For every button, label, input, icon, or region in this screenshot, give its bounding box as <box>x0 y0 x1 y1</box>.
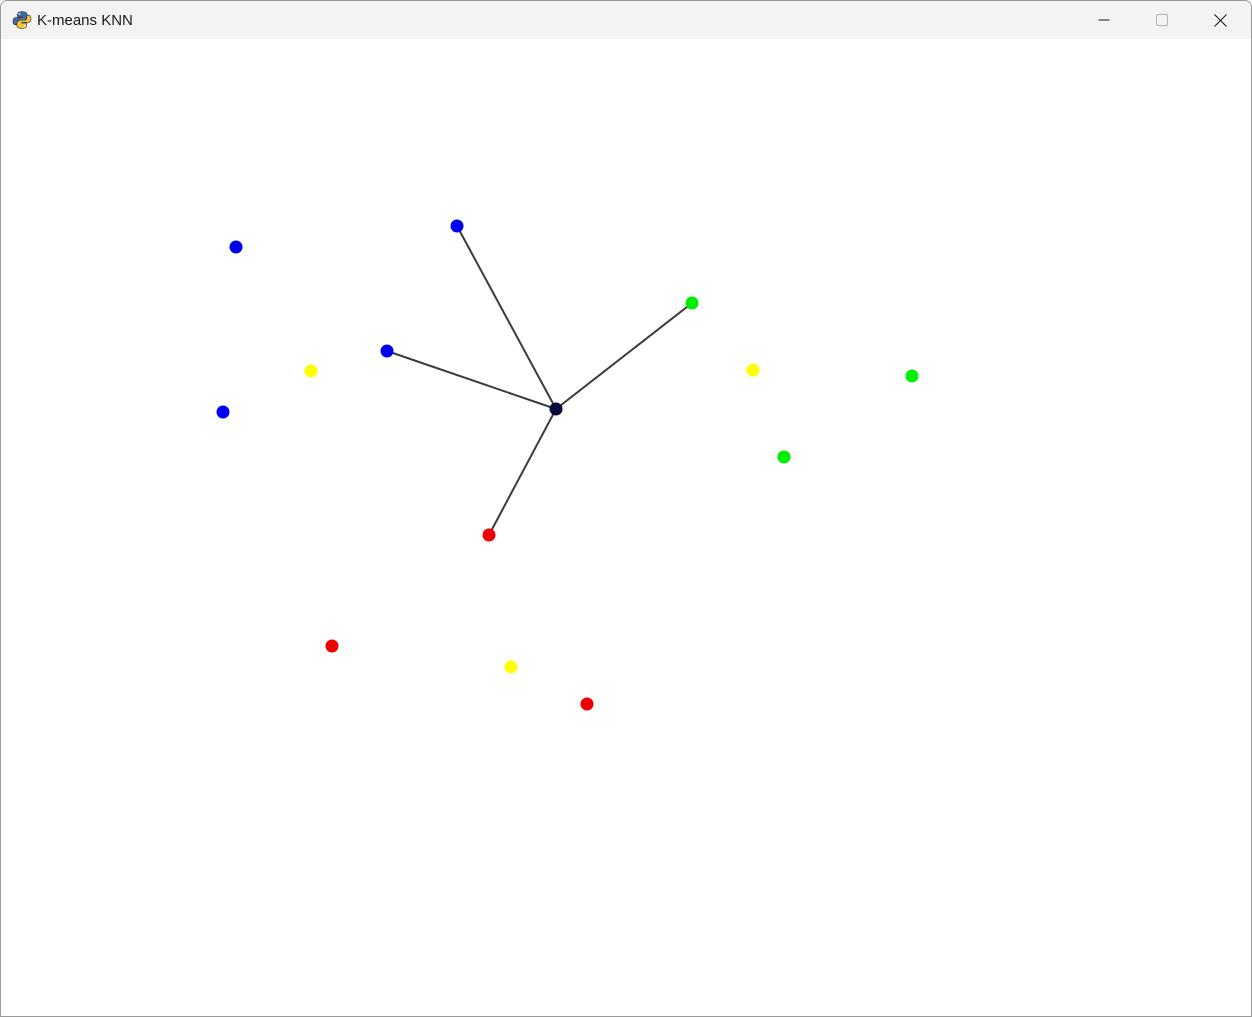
point-yellow-1[interactable] <box>304 364 318 378</box>
neighbor-link-point-blue-3 <box>386 350 557 410</box>
point-blue-3[interactable] <box>380 344 394 358</box>
neighbor-link-point-red-1 <box>488 408 557 536</box>
knn-plot[interactable] <box>1 39 1251 1016</box>
neighbor-link-point-blue-2 <box>456 225 557 410</box>
neighbor-link-point-green-1 <box>555 302 693 410</box>
point-red-2[interactable] <box>325 639 339 653</box>
point-red-1[interactable] <box>482 528 496 542</box>
minimize-icon <box>1098 19 1110 21</box>
maximize-icon <box>1156 14 1168 26</box>
title-bar[interactable]: K-means KNN <box>1 1 1251 39</box>
point-blue-1[interactable] <box>229 240 243 254</box>
close-button[interactable] <box>1191 1 1249 39</box>
point-red-3[interactable] <box>580 697 594 711</box>
point-blue-4[interactable] <box>216 405 230 419</box>
window-title: K-means KNN <box>37 12 133 29</box>
point-green-2[interactable] <box>905 369 919 383</box>
point-yellow-2[interactable] <box>746 363 760 377</box>
point-green-1[interactable] <box>685 296 699 310</box>
point-yellow-3[interactable] <box>504 660 518 674</box>
point-green-3[interactable] <box>777 450 791 464</box>
point-blue-2[interactable] <box>450 219 464 233</box>
query-point[interactable] <box>549 402 563 416</box>
drawing-canvas[interactable] <box>1 39 1251 1016</box>
maximize-button[interactable] <box>1133 1 1191 39</box>
python-snake-icon <box>12 11 32 29</box>
close-icon <box>1213 13 1227 27</box>
minimize-button[interactable] <box>1075 1 1133 39</box>
